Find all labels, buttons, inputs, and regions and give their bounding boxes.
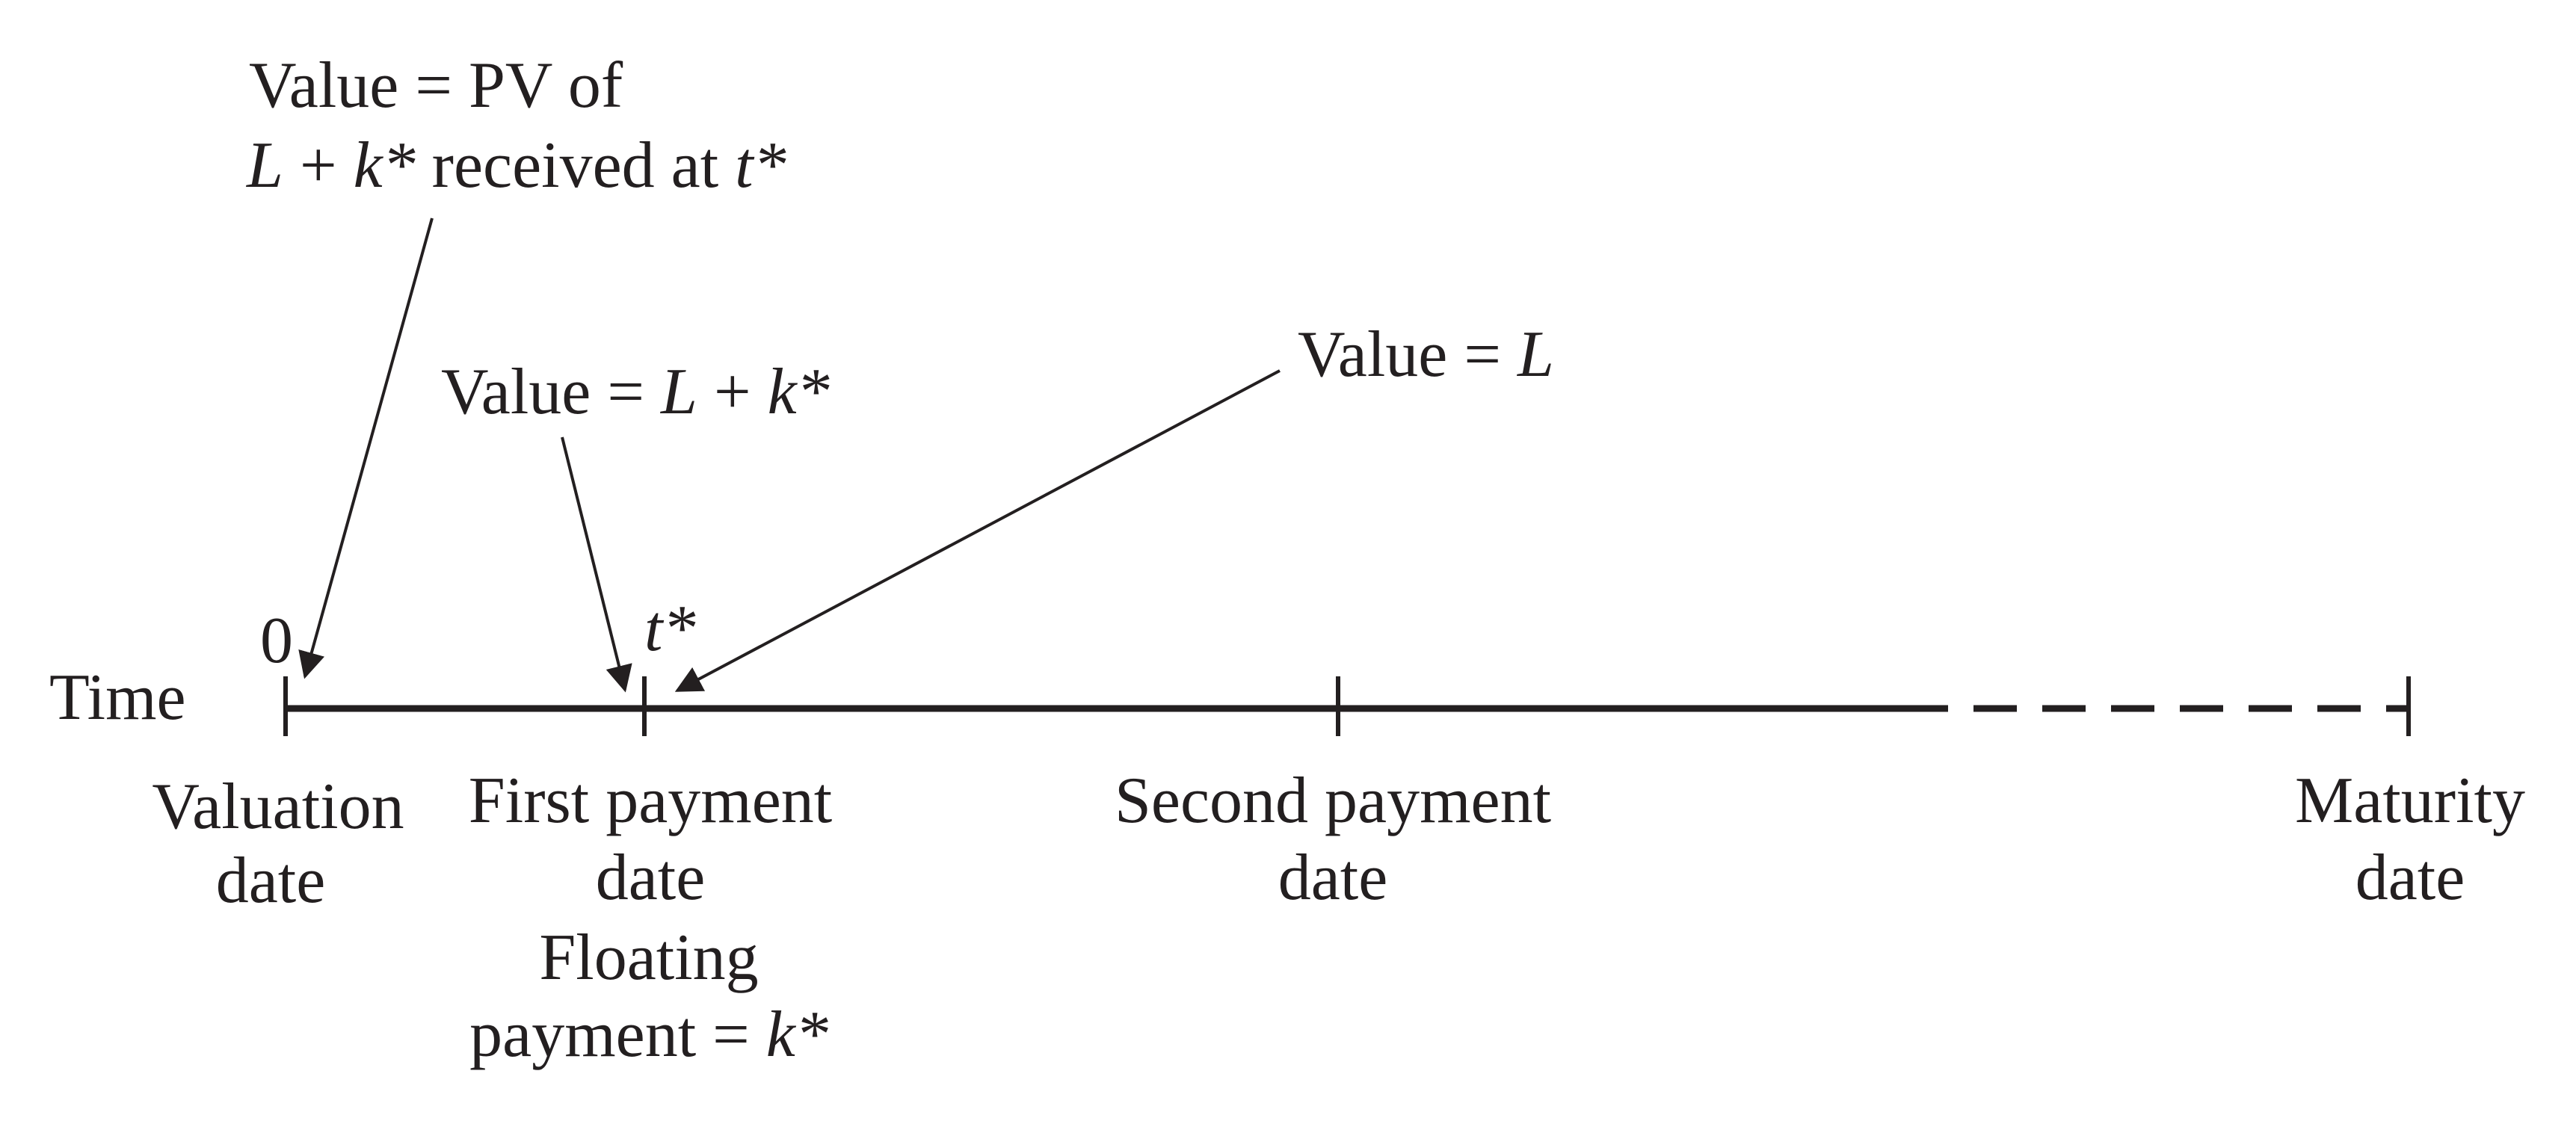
pv-arrow xyxy=(298,217,434,679)
valuation-date-label: Valuation date xyxy=(152,771,404,917)
pv-value-annotation: Value = PV of L + k* received at t* xyxy=(245,49,786,679)
pv-value-annotation-line1: Value = PV of xyxy=(249,49,623,122)
l-value-annotation: Value = L xyxy=(674,318,1554,692)
pv-received-at: received at xyxy=(416,129,736,202)
valuation-date-label-line2: date xyxy=(216,845,326,917)
valuation-date-label-line1: Valuation xyxy=(152,771,404,843)
l-value-prefix: Value = xyxy=(1298,318,1517,391)
maturity-date-label-line1: Maturity xyxy=(2295,765,2525,837)
time-axis-label: Time xyxy=(49,661,186,734)
t-star-label: t* xyxy=(644,593,695,665)
l-value-text: Value = L xyxy=(1298,318,1554,391)
timeline xyxy=(283,676,2411,736)
l-plus-k-value-annotation: Value = L + k* xyxy=(441,356,830,693)
floating-payment-text: payment = xyxy=(469,998,766,1071)
pv-value-annotation-line2: L + k* received at t* xyxy=(245,129,786,202)
l-value-arrow xyxy=(674,369,1281,692)
pv-k-var: k* xyxy=(354,129,416,202)
l-plus-k-value-text: Value = L + k* xyxy=(441,356,830,428)
second-payment-date-label-line1: Second payment xyxy=(1115,765,1551,837)
second-payment-date-label-line2: date xyxy=(1278,842,1388,914)
pv-t-var: t* xyxy=(735,129,786,202)
l-value-L-var: L xyxy=(1516,318,1554,391)
floating-payment-label-line2: payment = k* xyxy=(469,998,828,1071)
first-payment-date-label-line2: date xyxy=(596,842,706,914)
l-plus-k-k-var: k* xyxy=(768,356,830,428)
floating-payment-label: Floating payment = k* xyxy=(469,921,828,1071)
floating-payment-label-line1: Floating xyxy=(539,921,758,994)
floating-payment-variable: k* xyxy=(766,998,828,1071)
pv-plus: + xyxy=(283,129,354,202)
l-plus-k-prefix: Value = xyxy=(441,356,661,428)
origin-label: 0 xyxy=(260,605,293,677)
first-payment-date-label-line1: First payment xyxy=(469,765,832,837)
l-plus-k-arrow xyxy=(561,436,632,693)
l-plus-k-plus: + xyxy=(697,356,768,428)
second-payment-date-label: Second payment date xyxy=(1115,765,1551,914)
pv-L-var: L xyxy=(245,129,283,202)
l-plus-k-L-var: L xyxy=(659,356,697,428)
maturity-date-label: Maturity date xyxy=(2295,765,2525,914)
maturity-date-label-line2: date xyxy=(2355,842,2465,914)
first-payment-date-label: First payment date xyxy=(469,765,832,914)
